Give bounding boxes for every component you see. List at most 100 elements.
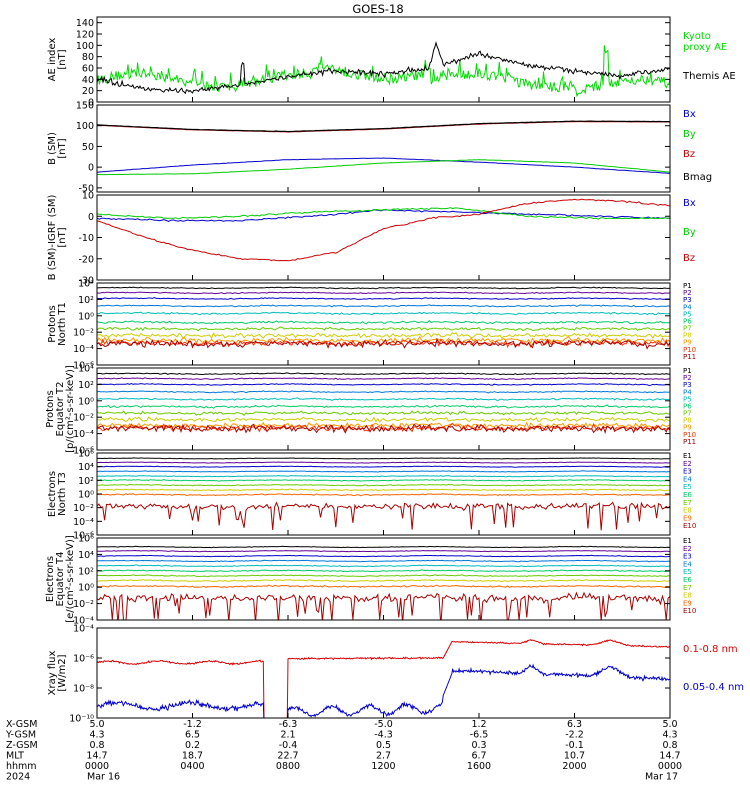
y-tick-label: 10⁻¹⁰ — [69, 714, 94, 725]
x-row-value: 0.3 — [471, 740, 486, 751]
y-axis-label: B (SM) — [47, 132, 58, 165]
channel-label-p9: P9 — [683, 339, 692, 347]
x-row-value: 14.7 — [86, 751, 107, 762]
y-tick-label: 10⁻² — [73, 503, 94, 514]
channel-label-p1: P1 — [683, 282, 692, 290]
panel-electrons-north: E1E2E3E4E5E6E7E8E9E1010⁶10⁴10²10⁰10⁻²10⁻… — [47, 449, 696, 542]
channel-line-p7 — [97, 326, 670, 332]
x-row-value: -6.5 — [470, 730, 489, 741]
x-row-value: 14.7 — [659, 751, 680, 762]
channel-line-p3 — [97, 382, 670, 387]
channel-label-e5: E5 — [683, 483, 692, 491]
channel-label-p4: P4 — [683, 388, 692, 396]
channel-line-e5 — [97, 564, 670, 568]
channel-line-e8 — [97, 579, 670, 583]
panel-protons-equator-data — [97, 372, 670, 435]
y-tick-label: 10⁻⁴ — [73, 616, 94, 627]
panel-xray-flux-data — [97, 639, 670, 718]
channel-line-p2 — [97, 377, 670, 381]
y-tick-label: 50 — [82, 142, 94, 153]
channel-line-e7 — [97, 483, 670, 487]
channel-line-e3 — [97, 554, 670, 558]
channel-label-e6: E6 — [683, 576, 692, 584]
channel-line-e5 — [97, 474, 670, 478]
series-line-bmag — [97, 120, 670, 133]
y-tick-label: 10² — [78, 476, 94, 487]
y-tick-label: 10⁴ — [78, 462, 94, 473]
x-row-label-mlt: MLT — [6, 751, 24, 762]
channel-line-e9 — [97, 493, 670, 497]
y-tick-label: 120 — [76, 30, 94, 41]
x-row-value: -1.2 — [183, 719, 202, 730]
y-tick-label: 10⁻⁸ — [73, 684, 94, 695]
x-row-label-2024: 2024 — [6, 772, 30, 783]
channel-line-e1 — [97, 457, 670, 460]
channel-label-p7: P7 — [683, 410, 692, 418]
panel-xray-flux: 10⁻⁴ 10⁻⁶ 10⁻⁸ 10⁻¹⁰ Xray flux [W/m2] 0.1-0.8 … — [47, 624, 744, 725]
panel-frame — [96, 627, 671, 719]
series-line-bx — [97, 157, 670, 174]
channel-line-p9 — [97, 421, 670, 430]
x-row-value: 0000 — [658, 761, 682, 772]
x-row-label-hhmm: hhmm — [6, 761, 37, 772]
y-tick-label: 10⁻⁴ — [73, 624, 94, 635]
legend-0-05-0-4-nm: 0.05-0.4 nm — [683, 682, 744, 693]
legend-themis-ae: Themis AE — [682, 71, 736, 82]
y-tick-label: 100 — [76, 41, 94, 52]
x-row-label-y-gsm: Y-GSM — [5, 730, 36, 741]
channel-label-p6: P6 — [683, 318, 692, 326]
x-row-value: 0000 — [85, 761, 109, 772]
figure-title: GOES-18 — [352, 2, 403, 16]
channel-label-e3: E3 — [683, 553, 692, 561]
x-row-value: 22.7 — [277, 751, 298, 762]
channel-label-p10: P10 — [683, 346, 696, 354]
x-row-value: 2.7 — [376, 751, 391, 762]
panel-protons-north-data — [97, 286, 670, 350]
y-tick-label: 10⁰ — [78, 311, 94, 322]
channel-line-e6 — [97, 479, 670, 482]
channel-label-p5: P5 — [683, 310, 692, 318]
y-tick-label: 80 — [82, 52, 94, 63]
channel-line-e4 — [97, 470, 670, 473]
y-tick-label: -50 — [78, 183, 94, 194]
channel-line-p7 — [97, 410, 670, 417]
y-tick-label: 10 — [82, 191, 94, 202]
y-tick-label: 10⁰ — [78, 396, 94, 407]
x-row-value: -5.0 — [374, 719, 393, 730]
x-row-label-x-gsm: X-GSM — [6, 719, 37, 730]
legend-bx: Bx — [683, 198, 696, 209]
channel-label-p1: P1 — [683, 367, 692, 375]
y-axis-label: Protons — [45, 390, 56, 427]
y-tick-label: 10² — [78, 295, 94, 306]
x-row-value: 0400 — [180, 761, 204, 772]
y-axis-label: [p/(cm²-s-sr-keV)] — [65, 365, 76, 453]
panel-electrons-equator-data — [97, 545, 670, 620]
x-row-value: 2000 — [562, 761, 586, 772]
channel-label-p6: P6 — [683, 403, 692, 411]
y-tick-label: 0 — [88, 98, 94, 109]
channel-label-e2: E2 — [683, 460, 692, 468]
y-tick-label: 10⁻² — [73, 413, 94, 424]
x-row-value: 0.8 — [89, 740, 104, 751]
channel-line-p1 — [97, 372, 670, 376]
y-tick-label: 10² — [78, 566, 94, 577]
channel-line-e10 — [97, 501, 670, 531]
x-row-value: -4.3 — [374, 730, 393, 741]
x-row-value: 2.1 — [280, 730, 295, 741]
series-line-bz — [97, 120, 670, 133]
y-tick-label: 10⁶ — [78, 449, 94, 460]
channel-label-p11: P11 — [683, 438, 696, 446]
channel-label-e9: E9 — [683, 599, 692, 607]
channel-label-e1: E1 — [683, 452, 692, 460]
panel-b-igrf-data — [97, 198, 670, 262]
y-tick-label: 10⁻² — [73, 328, 94, 339]
channel-line-e9 — [97, 584, 670, 589]
channel-line-e2 — [97, 461, 670, 464]
y-axis-label: B (SM)-IGRF (SM) — [47, 195, 58, 281]
legend-bz: Bz — [683, 253, 695, 264]
channel-label-e5: E5 — [683, 568, 692, 576]
y-axis-label: [nT] — [57, 227, 68, 247]
channel-line-e4 — [97, 559, 670, 563]
